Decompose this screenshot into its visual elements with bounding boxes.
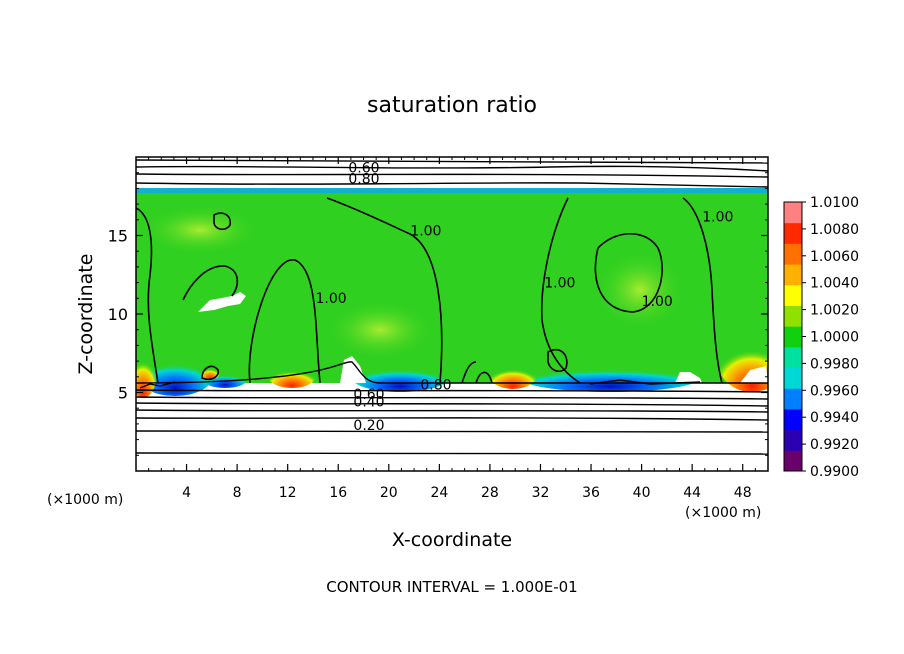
colorbar-swatch	[784, 388, 802, 410]
colorbar-swatch	[784, 326, 802, 348]
blue-anomaly	[352, 364, 448, 392]
y-tick-label: 10	[108, 305, 128, 324]
x-tick-label: 44	[683, 485, 701, 501]
y-tick-label: 15	[108, 227, 128, 246]
contour-label: 1.00	[544, 275, 575, 291]
x-tick-label: 12	[279, 485, 297, 501]
x-tick-label: 4	[182, 485, 191, 501]
light-patch	[140, 205, 260, 255]
x-axis-ticks: 4 8 12 16 20 24 28 32 36 40 44 48	[148, 157, 756, 501]
contour-label: 0.60	[353, 387, 384, 403]
colorbar-swatch	[784, 450, 802, 472]
contour-1-00	[136, 197, 723, 384]
contour-label: 1.00	[642, 294, 673, 310]
colorbar-label: 0.9940	[810, 410, 859, 426]
contour-label: 1.00	[410, 224, 441, 240]
contour-label: 0.80	[348, 172, 379, 188]
x-axis-label: X-coordinate	[392, 529, 512, 551]
x-unit-right: (×1000 m)	[685, 505, 761, 521]
colorbar-swatch	[784, 346, 802, 369]
x-tick-label: 24	[430, 485, 448, 501]
footer-contour-interval: CONTOUR INTERVAL = 1.000E-01	[326, 578, 577, 596]
chart-title: saturation ratio	[367, 93, 537, 118]
plot-area: 0.600.801.001.001.001.001.000.800.600.40…	[136, 157, 768, 471]
colorbar-swatch	[784, 222, 802, 244]
colorbar-swatch	[784, 264, 802, 286]
x-tick-label: 8	[233, 485, 242, 501]
colorbar-swatch	[784, 284, 802, 306]
contour-label: 0.20	[353, 418, 384, 434]
y-axis-ticks: 5 10 15	[108, 172, 768, 456]
red-anomaly	[489, 361, 537, 389]
colorbar-label: 0.9960	[810, 383, 859, 399]
contour-label: 1.00	[702, 209, 733, 225]
x-tick-label: 36	[582, 485, 600, 501]
contour-label: 0.60	[348, 161, 379, 177]
contour-label: 0.40	[353, 395, 384, 411]
colorbar-swatch	[784, 202, 802, 224]
colorbar-label: 1.0080	[810, 222, 859, 238]
colorbar-label: 1.0020	[810, 303, 859, 319]
contour-label: 0.80	[420, 377, 451, 393]
white-patch	[675, 372, 702, 383]
lower-contours	[136, 361, 768, 455]
x-unit-left: (×1000 m)	[47, 492, 123, 508]
light-patch	[595, 250, 685, 330]
blue-anomaly	[520, 364, 700, 392]
x-tick-label: 20	[380, 485, 398, 501]
white-patch	[198, 292, 246, 312]
x-tick-label: 40	[633, 485, 651, 501]
top-boundary-strip	[136, 188, 768, 193]
colorbar: 1.0100 1.0080 1.0060 1.0040 1.0020 1.0000 0.99…	[783, 195, 859, 480]
x-tick-label: 16	[329, 485, 347, 501]
colorbar-label: 1.0060	[810, 249, 859, 265]
light-patch	[325, 300, 435, 360]
colorbar-swatch	[784, 367, 802, 389]
colorbar-label: 0.9920	[810, 437, 859, 453]
x-tick-label: 32	[532, 485, 550, 501]
colorbar-swatch	[784, 408, 802, 431]
colorbar-label: 0.9980	[810, 356, 859, 372]
colorbar-swatch	[784, 429, 802, 451]
red-anomaly	[268, 364, 316, 388]
upper-contours	[136, 159, 768, 188]
colorbar-label: 0.9900	[810, 464, 859, 480]
contour-label: 1.00	[315, 291, 346, 307]
colorbar-label: 1.0100	[810, 195, 859, 211]
y-axis-label: Z-coordinate	[75, 254, 97, 375]
colorbar-swatch	[784, 305, 802, 327]
colorbar-swatch	[784, 243, 802, 265]
contour-labels: 0.600.801.001.001.001.001.000.800.600.40…	[315, 161, 733, 434]
x-tick-label: 28	[481, 485, 499, 501]
x-tick-label: 48	[734, 485, 752, 501]
white-patch	[740, 366, 768, 383]
y-tick-label: 5	[118, 384, 128, 403]
colorbar-label: 1.0040	[810, 276, 859, 292]
colorbar-label: 1.0000	[810, 330, 859, 346]
